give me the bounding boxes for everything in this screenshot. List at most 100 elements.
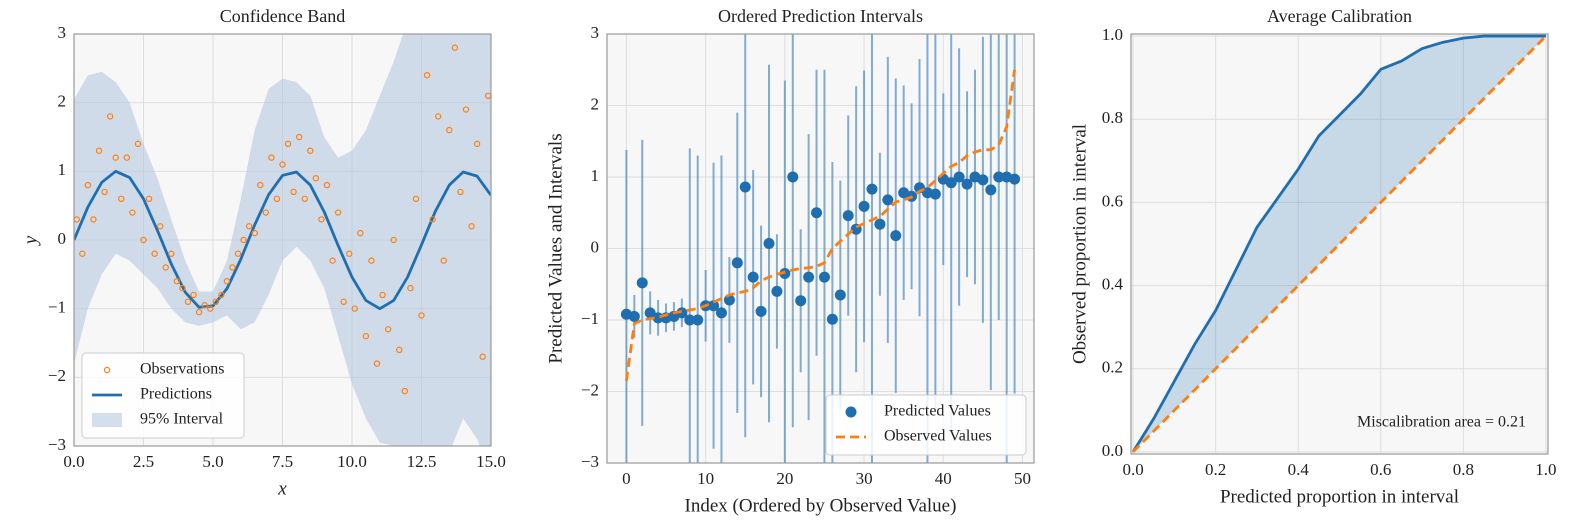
- observation-point: [118, 195, 125, 202]
- observation-point: [245, 223, 253, 230]
- x-axis-label: Index (Ordered by Observed Value): [685, 495, 957, 516]
- observation-point: [112, 154, 119, 161]
- predicted-point: [684, 314, 696, 326]
- y-tick-label: 0: [591, 237, 600, 256]
- legend-marker: [103, 366, 111, 374]
- predicted-point: [771, 285, 783, 297]
- observation-point: [473, 140, 481, 148]
- x-axis-label: x: [277, 478, 287, 499]
- x-tick-label: 0.4: [1288, 460, 1310, 479]
- legend-label: Predictions: [140, 386, 212, 403]
- predicted-point: [953, 171, 965, 183]
- y-tick-label: 0.8: [1102, 108, 1123, 127]
- observation-point: [429, 216, 436, 223]
- legend: Predicted Values Observed Values: [825, 394, 1027, 456]
- chart-title: Average Calibration: [1267, 6, 1412, 26]
- predicted-point: [755, 305, 767, 317]
- observation-point: [257, 181, 264, 189]
- x-tick-label: 50: [1014, 469, 1031, 488]
- predicted-point: [945, 177, 957, 189]
- predicted-point: [636, 277, 648, 289]
- predicted-point: [890, 230, 902, 242]
- observation-point: [401, 387, 409, 395]
- y-axis-label: y: [20, 235, 41, 246]
- observation-point: [273, 195, 281, 202]
- observation-point: [423, 71, 431, 79]
- observation-point: [290, 188, 297, 196]
- predicted-point: [795, 295, 807, 307]
- observation-point: [440, 257, 447, 264]
- y-axis-label: Predicted Values and Intervals: [545, 133, 566, 363]
- observation-point: [346, 250, 353, 257]
- observation-point: [173, 278, 181, 285]
- observation-point: [207, 305, 214, 312]
- observation-point: [262, 209, 270, 216]
- observation-point: [479, 353, 486, 360]
- observation-point: [140, 236, 147, 244]
- y-tick-label: −2: [48, 366, 66, 385]
- annotation: Miscalibration area = 0.21: [1357, 414, 1526, 431]
- x-tick-label: 30: [856, 469, 873, 488]
- observation-point: [368, 257, 375, 264]
- y-axis-label: Observed proportion in interval: [1069, 124, 1090, 364]
- observation-point: [168, 250, 175, 257]
- plot-content: [1131, 34, 1547, 453]
- observation-point: [212, 298, 219, 305]
- axes-frame: [606, 33, 1035, 464]
- predicted-point: [874, 218, 886, 230]
- predicted-point: [739, 181, 751, 193]
- axes-frame: [73, 33, 492, 447]
- predicted-point: [628, 310, 640, 322]
- observation-point: [179, 284, 186, 292]
- predicted-point: [803, 271, 815, 283]
- y-tick-label: 2: [58, 92, 67, 111]
- predicted-point: [747, 271, 759, 283]
- observation-point: [323, 181, 331, 189]
- legend-marker: [845, 406, 857, 418]
- y-tick-label: 1: [58, 160, 67, 179]
- y-tick-label: 1: [591, 166, 600, 185]
- predicted-point: [985, 184, 997, 196]
- predicted-point: [858, 200, 870, 212]
- x-axis-label: Predicted proportion in interval: [1220, 486, 1459, 507]
- predicted-point: [977, 174, 989, 186]
- predicted-point: [961, 178, 973, 190]
- observation-point: [95, 147, 103, 154]
- predicted-point: [826, 313, 838, 325]
- legend-box: [81, 352, 245, 439]
- x-tick-label: 15.0: [476, 452, 506, 471]
- y-tick-label: 0.4: [1102, 274, 1124, 293]
- predicted-point: [715, 307, 727, 319]
- predicted-point: [676, 307, 688, 319]
- predicted-point: [842, 210, 854, 222]
- observation-point: [284, 140, 292, 148]
- predicted-point: [866, 183, 878, 195]
- y-tick-label: −2: [581, 380, 599, 399]
- y-tick-label: 0.2: [1102, 358, 1123, 377]
- legend-label: 95% Interval: [140, 411, 224, 428]
- observation-point: [106, 113, 114, 120]
- observation-point: [301, 195, 308, 202]
- legend-box: [825, 394, 1027, 456]
- predicted-point: [882, 194, 894, 206]
- predicted-point: [787, 171, 799, 183]
- observation-point: [218, 291, 225, 299]
- predicted-point: [993, 171, 1005, 183]
- y-tick-label: 3: [58, 23, 67, 42]
- observation-point: [234, 250, 242, 257]
- observation-point: [396, 346, 403, 354]
- observation-point: [434, 113, 442, 120]
- predicted-point: [834, 289, 846, 301]
- line: [74, 169, 491, 311]
- chart-title: Ordered Prediction Intervals: [718, 6, 923, 26]
- x-tick-label: 0.8: [1453, 460, 1474, 479]
- y-tick-label: −3: [581, 452, 599, 471]
- observation-point: [184, 298, 192, 305]
- predicted-point: [811, 207, 823, 219]
- y-tick-label: 3: [591, 23, 600, 42]
- y-tick-label: −1: [581, 309, 599, 328]
- y-tick-label: 2: [591, 94, 600, 113]
- observation-point: [379, 291, 386, 299]
